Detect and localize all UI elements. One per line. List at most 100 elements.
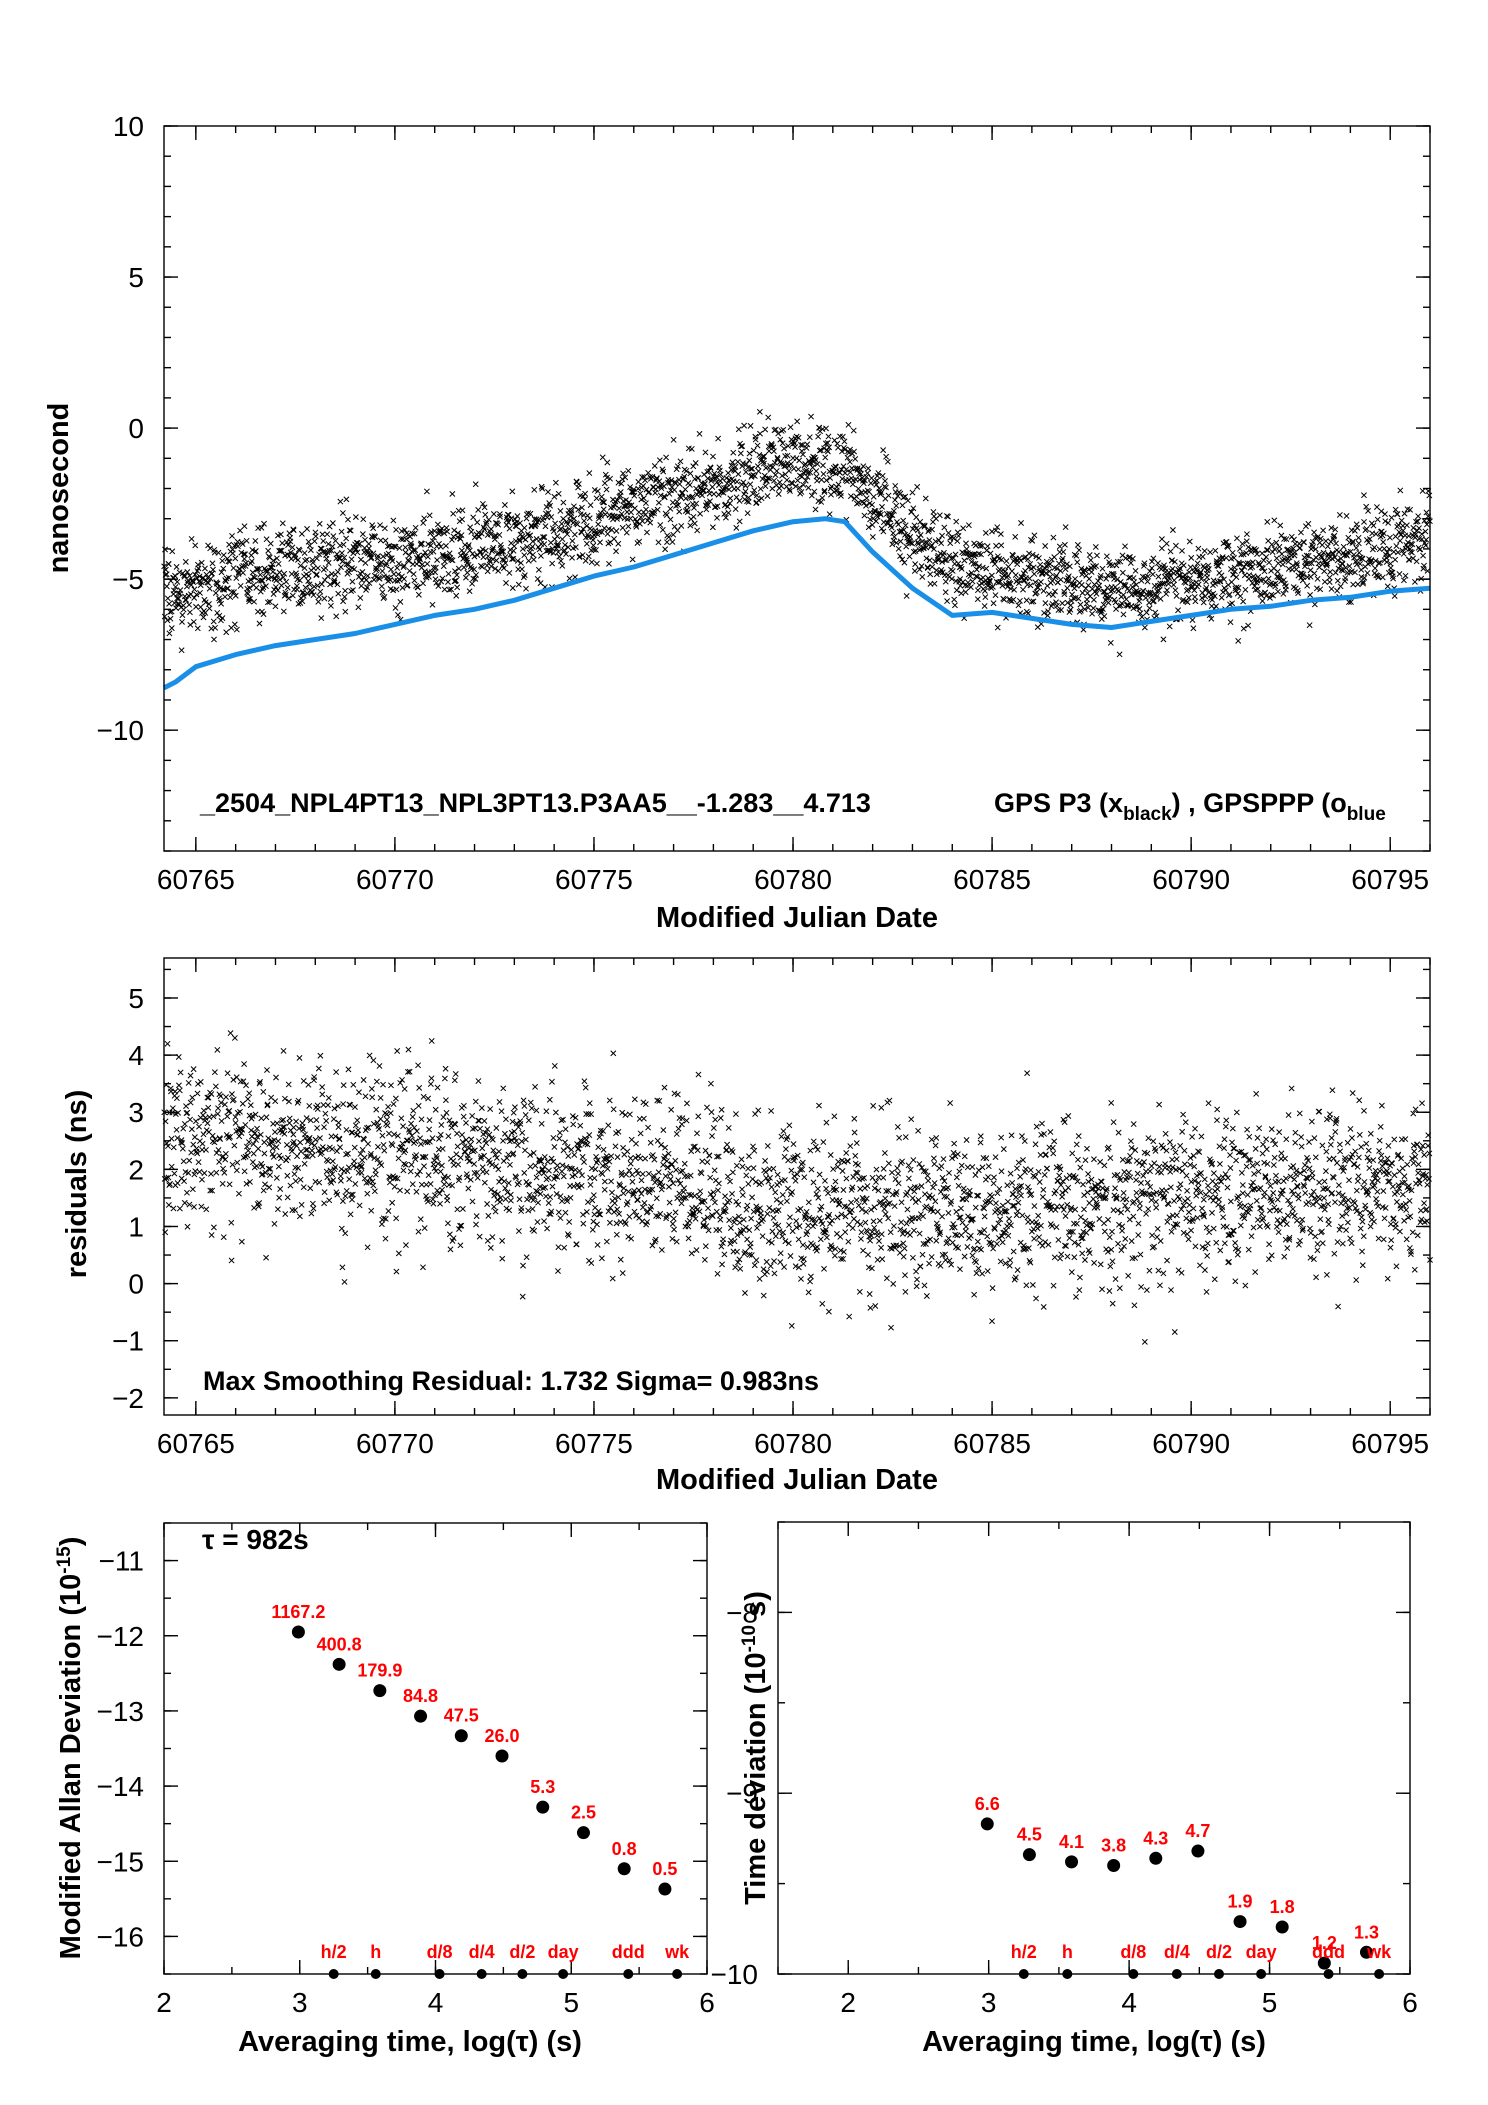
gps-p3-point [343, 561, 350, 568]
gps-p3-point [283, 578, 290, 585]
gps-p3-point [186, 572, 193, 579]
gps-p3-point [231, 621, 238, 628]
gps-p3-point [173, 605, 179, 612]
gps-p3-point [334, 568, 341, 575]
gps-p3-point [617, 489, 624, 496]
gps-p3-point [437, 528, 444, 535]
gps-p3-point [175, 595, 182, 602]
gps-p3-point [266, 598, 273, 605]
gps-p3-point [615, 540, 622, 547]
gps-p3-point [378, 559, 385, 566]
gps-p3-point [636, 538, 643, 545]
gps-p3-point [277, 547, 284, 554]
gps-p3-point [540, 534, 546, 541]
gps-p3-point [697, 510, 704, 517]
gps-p3-point [392, 543, 399, 550]
gps-p3-point [208, 570, 215, 577]
gps-p3-point [702, 480, 708, 487]
gps-p3-point [684, 502, 691, 509]
gps-p3-point [364, 572, 371, 579]
gps-p3-point [377, 522, 384, 529]
gps-p3-point [332, 537, 339, 544]
gps-p3-point [527, 510, 534, 517]
gps-p3-point [696, 430, 703, 437]
gps-p3-point [435, 583, 442, 590]
gps-p3-point [670, 436, 677, 443]
gps-p3-point [365, 540, 372, 547]
gps-p3-point [175, 590, 182, 597]
gps-p3-point [620, 470, 627, 477]
gps-p3-point [277, 531, 284, 538]
gps-p3-point [530, 551, 536, 558]
gps-p3-point [378, 583, 385, 590]
gps-p3-point [519, 545, 526, 552]
gps-p3-point [705, 502, 712, 508]
gps-p3-point [190, 579, 197, 586]
gps-p3-point [280, 608, 287, 615]
gps-p3-point [495, 521, 502, 528]
gps-p3-point [453, 592, 460, 599]
gps-p3-point [300, 592, 307, 599]
gps-p3-point [294, 586, 301, 593]
gps-p3-point [226, 541, 233, 548]
gps-p3-point [443, 542, 449, 549]
gps-p3-point [393, 526, 400, 533]
gps-p3-point [339, 558, 346, 565]
gps-p3-point [585, 553, 592, 560]
gps-p3-point [626, 502, 633, 509]
gps-p3-point [598, 512, 604, 519]
gps-p3-point [382, 562, 389, 569]
p1-xtick-label: 60795 [1351, 864, 1429, 895]
gps-p3-point [432, 569, 439, 576]
gps-p3-point [627, 484, 634, 490]
gps-p3-point [606, 560, 612, 567]
gps-p3-point [484, 568, 491, 575]
gps-p3-point [359, 531, 366, 538]
gps-p3-point [410, 571, 417, 578]
p1-ytick-label: 5 [128, 262, 144, 293]
gps-p3-point [278, 547, 285, 554]
gps-p3-point [601, 480, 608, 487]
gps-p3-point [432, 576, 439, 583]
gps-p3-point [705, 468, 712, 475]
gps-p3-point [257, 588, 264, 595]
gps-p3-point [354, 549, 361, 556]
data-file-annotation: _2504_NPL4PT13_NPL3PT13.P3AA5__-1.283__4… [199, 788, 871, 818]
gps-p3-point [161, 613, 168, 620]
p1-ytick-label: −5 [112, 564, 144, 595]
gps-p3-point [717, 471, 724, 478]
gps-p3-point [318, 581, 325, 588]
gps-p3-point [282, 589, 289, 596]
gps-p3-point [703, 506, 710, 513]
gps-p3-point [690, 513, 697, 520]
gps-p3-point [433, 579, 440, 586]
gps-p3-point [562, 527, 569, 534]
gps-p3-point [614, 515, 620, 522]
gps-p3-point [510, 555, 517, 562]
gps-p3-point [713, 479, 720, 486]
gps-p3-point [405, 558, 412, 565]
gps-p3-point [721, 484, 728, 491]
gps-p3-point [700, 488, 707, 495]
gps-p3-point [427, 542, 434, 549]
gps-p3-point [193, 603, 199, 610]
gps-p3-point [709, 524, 716, 531]
gps-p3-point [395, 560, 402, 567]
gps-p3-point [581, 496, 588, 503]
gps-p3-point [193, 574, 200, 581]
gps-p3-point [595, 521, 602, 528]
gps-p3-point [346, 569, 352, 576]
gps-p3-point [357, 556, 364, 563]
gps-p3-point [190, 618, 197, 625]
gps-p3-point [227, 594, 234, 601]
gps-p3-point [269, 561, 276, 568]
gps-p3-point [575, 506, 582, 513]
gps-p3-point [420, 552, 427, 559]
gps-p3-point [482, 547, 489, 554]
gps-p3-point [525, 557, 532, 564]
gps-p3-point [180, 606, 187, 613]
gps-p3-point [312, 533, 319, 540]
gps-p3-point [397, 598, 404, 605]
gps-p3-point [598, 529, 605, 536]
gps-p3-point [423, 488, 430, 495]
